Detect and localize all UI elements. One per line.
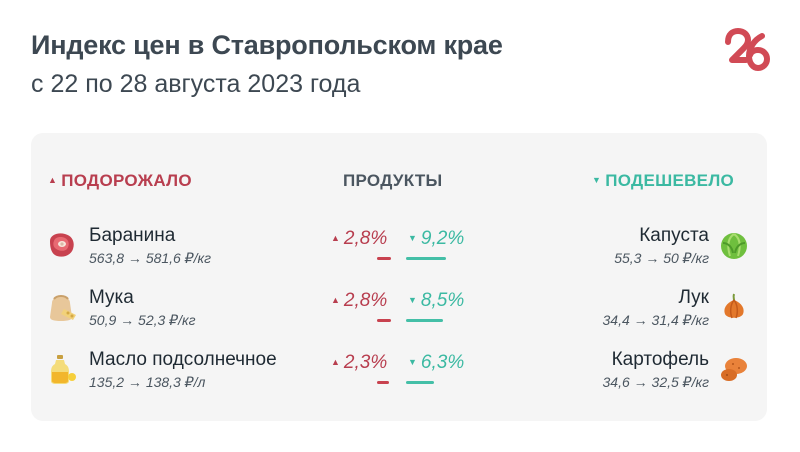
cabbage-icon bbox=[721, 233, 747, 259]
product-price-down: 34,4 → 31,4 ₽/кг bbox=[602, 312, 709, 328]
product-price-up: 563,8 → 581,6 ₽/кг bbox=[89, 250, 212, 266]
triangle-up-icon: ▲ bbox=[331, 295, 340, 305]
logo-26-icon bbox=[725, 28, 770, 71]
percent-down-value: 8,5% bbox=[420, 290, 465, 311]
percent-up: ▲ 2,8% bbox=[331, 228, 387, 250]
product-price-down: 55,3 → 50 ₽/кг bbox=[614, 250, 709, 266]
percent-up: ▲ 2,8% bbox=[331, 290, 387, 312]
table-row: Масло подсолнечное 135,2 → 138,3 ₽/л ▲ 2,… bbox=[0, 349, 800, 399]
page-subtitle: с 22 по 28 августа 2023 года bbox=[31, 70, 361, 98]
product-name-up: Мука bbox=[89, 287, 134, 308]
percent-down-value: 6,3% bbox=[420, 352, 465, 373]
percent-down: ▼ 6,3% bbox=[408, 352, 464, 374]
percent-up-value: 2,3% bbox=[343, 352, 388, 373]
decrease-bar bbox=[406, 257, 446, 260]
increase-bar bbox=[377, 381, 389, 384]
lamb-meat-icon bbox=[50, 233, 74, 257]
potato-icon bbox=[721, 358, 747, 381]
column-header-up-label: ПОДОРОЖАЛО bbox=[61, 171, 192, 190]
product-name-down: Капуста bbox=[639, 225, 709, 246]
triangle-up-icon: ▲ bbox=[331, 233, 340, 243]
triangle-down-icon: ▼ bbox=[408, 357, 417, 367]
onion-icon bbox=[724, 293, 744, 319]
column-header-products: ПРОДУКТЫ bbox=[343, 171, 443, 190]
price-index-card bbox=[31, 133, 767, 421]
product-price-down: 34,6 → 32,5 ₽/кг bbox=[602, 374, 709, 390]
percent-up: ▲ 2,3% bbox=[331, 352, 387, 374]
triangle-up-icon: ▲ bbox=[331, 357, 340, 367]
decrease-bar bbox=[406, 319, 443, 322]
oil-bottle-icon bbox=[51, 355, 76, 384]
increase-bar bbox=[377, 319, 391, 322]
table-row: Мука 50,9 → 52,3 ₽/кг ▲ 2,8% ▼ 8,5% Лук 34… bbox=[0, 287, 800, 337]
percent-down-value: 9,2% bbox=[420, 228, 465, 249]
product-price-up: 135,2 → 138,3 ₽/л bbox=[89, 374, 206, 390]
product-price-up: 50,9 → 52,3 ₽/кг bbox=[89, 312, 196, 328]
percent-up-value: 2,8% bbox=[343, 290, 388, 311]
triangle-down-icon: ▼ bbox=[408, 233, 417, 243]
increase-bar bbox=[377, 257, 391, 260]
product-name-down: Лук bbox=[678, 287, 710, 308]
percent-down: ▼ 8,5% bbox=[408, 290, 464, 312]
product-name-down: Картофель bbox=[611, 349, 709, 370]
table-row: Баранина 563,8 → 581,6 ₽/кг ▲ 2,8% ▼ 9,2% … bbox=[0, 225, 800, 275]
product-name-up: Масло подсолнечное bbox=[89, 349, 277, 370]
page-title: Индекс цен в Ставропольском крае bbox=[31, 30, 503, 60]
column-header-up: ▲ ПОДОРОЖАЛО bbox=[48, 171, 192, 191]
triangle-up-icon: ▲ bbox=[48, 175, 58, 185]
triangle-down-icon: ▼ bbox=[408, 295, 417, 305]
percent-down: ▼ 9,2% bbox=[408, 228, 464, 250]
column-header-down: ▼ ПОДЕШЕВЕЛО bbox=[592, 171, 734, 191]
triangle-down-icon: ▼ bbox=[592, 175, 602, 185]
percent-up-value: 2,8% bbox=[343, 228, 388, 249]
flour-sack-icon bbox=[50, 295, 76, 321]
decrease-bar bbox=[406, 381, 434, 384]
product-name-up: Баранина bbox=[89, 225, 176, 246]
column-header-down-label: ПОДЕШЕВЕЛО bbox=[605, 171, 735, 190]
